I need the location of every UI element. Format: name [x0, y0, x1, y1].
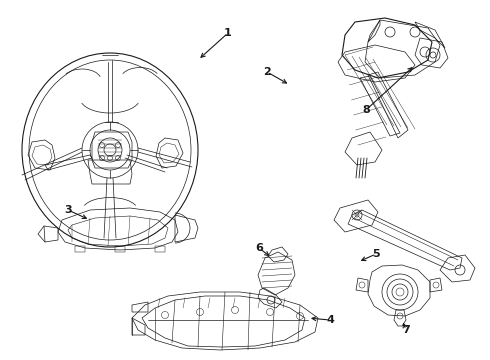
Text: 8: 8 — [362, 105, 370, 115]
Text: 5: 5 — [372, 249, 380, 259]
Text: 4: 4 — [326, 315, 334, 325]
Text: 1: 1 — [224, 28, 232, 38]
Text: 3: 3 — [64, 205, 72, 215]
Text: 6: 6 — [255, 243, 263, 253]
Text: 2: 2 — [263, 67, 271, 77]
Text: 7: 7 — [402, 325, 410, 335]
